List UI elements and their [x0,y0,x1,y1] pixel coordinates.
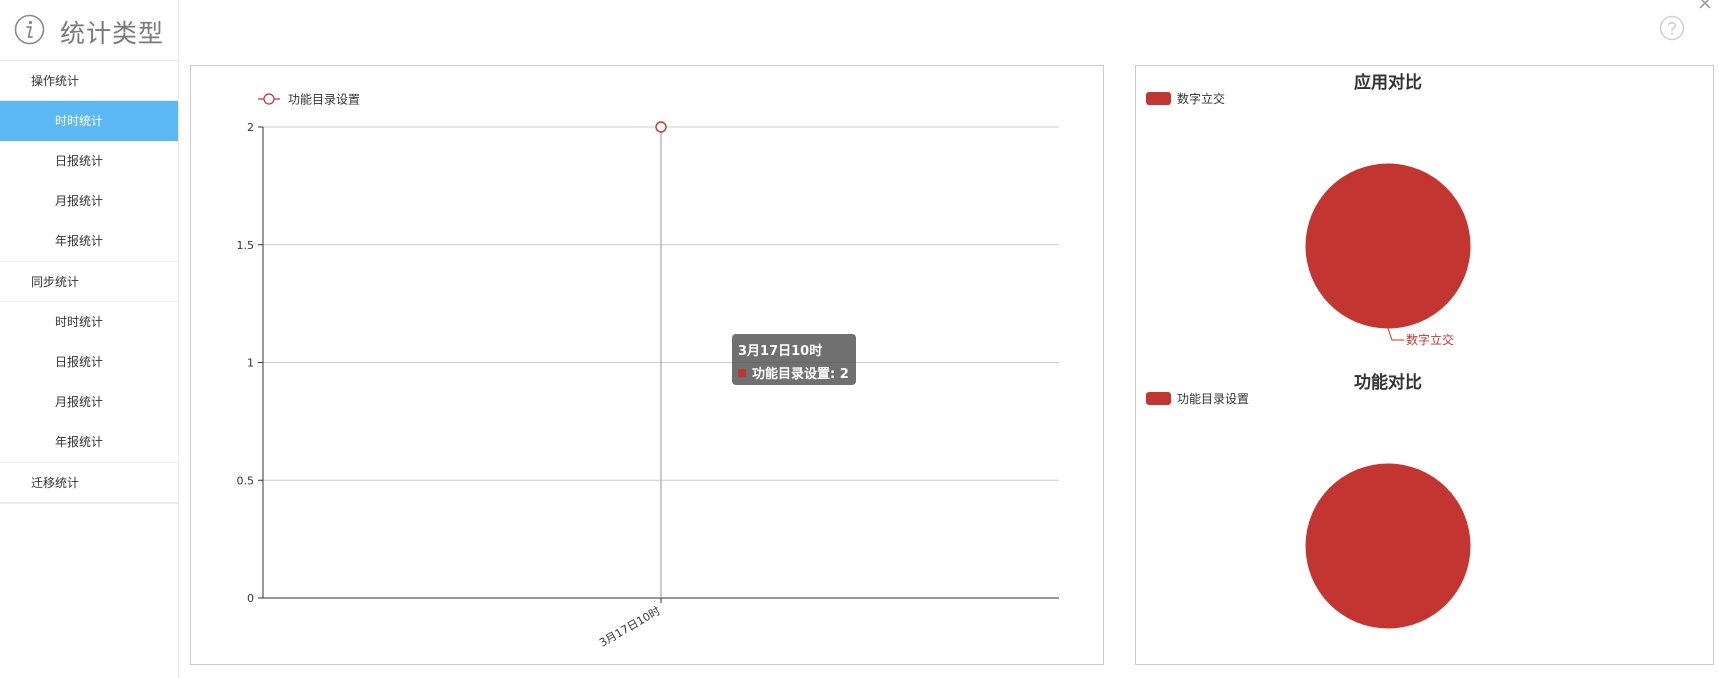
sidebar: 统计类型 操作统计 时时统计 日报统计 月报统计 年报统计 同步统计 时时统计 … [0,0,179,678]
pie-legend-function[interactable]: 功能目录设置 [1146,392,1249,406]
sidebar-item-yearly[interactable]: 年报统计 [0,221,178,261]
legend-swatch [1146,92,1171,105]
pie-slice-label: 数字立交 [1406,332,1454,347]
pie-charts: 应用对比 数字立交 数字立交 功能对比 功能目录设置 [1146,72,1471,629]
legend-swatch [1146,392,1171,405]
y-tick-label: 1.5 [237,239,255,252]
line-chart-panel: 功能目录设置 0 0.5 1 1.5 2 3月17日10时 3月17日10时 功能目录设… [190,65,1104,665]
help-icon[interactable] [1659,15,1685,41]
sidebar-title: 统计类型 [60,19,165,48]
y-axis: 0 0.5 1 1.5 2 [237,121,264,605]
sidebar-item-realtime[interactable]: 时时统计 [0,101,178,141]
y-tick-label: 1 [247,357,254,370]
tooltip-series-marker [738,368,746,377]
pie-chart-panel: 应用对比 数字立交 数字立交 功能对比 功能目录设置 [1135,65,1714,665]
sidebar-group-operation: 操作统计 时时统计 日报统计 月报统计 年报统计 [0,61,178,262]
y-tick-label: 0.5 [237,474,255,487]
sidebar-group-migration: 迁移统计 [0,463,178,504]
sidebar-group-label[interactable]: 同步统计 [0,262,178,302]
line-chart: 功能目录设置 0 0.5 1 1.5 2 3月17日10时 [237,93,1059,650]
sidebar-item-daily[interactable]: 日报统计 [0,342,178,382]
info-icon [14,14,45,45]
sidebar-item-yearly[interactable]: 年报统计 [0,422,178,462]
sidebar-group-label[interactable]: 操作统计 [0,61,178,101]
chart-tooltip: 3月17日10时 功能目录设置: 2 [732,334,856,385]
tooltip-title: 3月17日10时 [738,344,823,359]
sidebar-group-label[interactable]: 迁移统计 [0,463,178,503]
x-axis: 3月17日10时 [263,597,1059,650]
sidebar-item-monthly[interactable]: 月报统计 [0,382,178,422]
series-layer [655,121,667,598]
sidebar-group-sync: 同步统计 时时统计 日报统计 月报统计 年报统计 [0,262,178,463]
sidebar-item-monthly[interactable]: 月报统计 [0,181,178,221]
pie-legend-app[interactable]: 数字立交 [1146,91,1225,106]
y-tick-label: 2 [247,121,254,134]
tooltip-value: 功能目录设置: 2 [752,367,849,382]
data-point[interactable] [655,121,667,133]
pie-label-line [1387,328,1404,341]
sidebar-header: 统计类型 [0,0,178,61]
legend-label: 功能目录设置 [288,93,360,107]
legend-label: 数字立交 [1177,91,1225,106]
sidebar-item-realtime[interactable]: 时时统计 [0,302,178,342]
pie-title-app: 应用对比 [1354,72,1422,93]
close-icon[interactable] [1698,0,1712,10]
y-tick-label: 0 [247,592,254,605]
x-tick-label: 3月17日10时 [597,604,662,649]
tooltip-row: 功能目录设置: 2 [738,363,850,382]
chart-legend[interactable]: 功能目录设置 [258,93,360,107]
sidebar-item-daily[interactable]: 日报统计 [0,141,178,181]
pie-slice[interactable] [1305,463,1471,629]
pie-title-function: 功能对比 [1354,372,1422,393]
pie-slice[interactable] [1305,163,1471,329]
legend-label: 功能目录设置 [1177,392,1249,406]
